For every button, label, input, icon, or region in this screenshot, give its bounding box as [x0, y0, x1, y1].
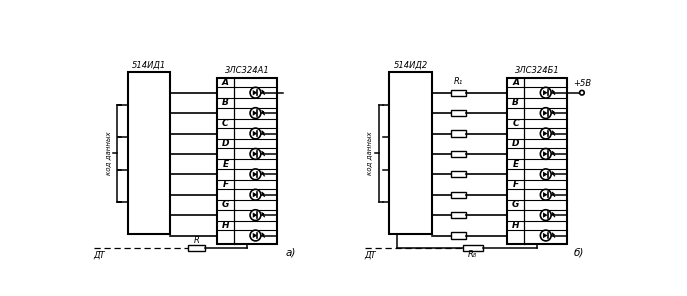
Polygon shape [253, 151, 258, 157]
Circle shape [541, 210, 551, 221]
Text: 3ЛС324Б1: 3ЛС324Б1 [515, 66, 560, 75]
Circle shape [250, 128, 261, 139]
Text: D: D [222, 139, 229, 148]
Bar [128, 73, 170, 234]
Bar [451, 151, 466, 157]
Polygon shape [253, 233, 258, 238]
Text: H: H [512, 221, 519, 230]
Polygon shape [543, 192, 548, 197]
Text: R: R [194, 236, 200, 245]
Circle shape [541, 108, 551, 118]
Text: G: G [512, 200, 519, 210]
Text: ДТ: ДТ [93, 250, 105, 260]
Bar [390, 73, 432, 234]
Polygon shape [543, 90, 548, 95]
Circle shape [541, 87, 551, 98]
Circle shape [250, 230, 261, 241]
Polygon shape [253, 213, 258, 218]
Text: C: C [222, 119, 229, 128]
Bar [451, 212, 466, 218]
Polygon shape [543, 213, 548, 218]
Text: G: G [222, 200, 229, 210]
Circle shape [541, 189, 551, 200]
Text: б): б) [574, 248, 584, 258]
Text: B: B [513, 98, 519, 107]
Polygon shape [543, 110, 548, 116]
Text: H: H [222, 221, 229, 230]
Text: R₁: R₁ [454, 78, 463, 86]
Bar [451, 90, 466, 96]
Text: B: B [222, 98, 229, 107]
Polygon shape [253, 90, 258, 95]
Circle shape [541, 230, 551, 241]
Text: C: C [513, 119, 519, 128]
Polygon shape [253, 110, 258, 116]
Polygon shape [253, 131, 258, 136]
Text: D: D [512, 139, 519, 148]
Text: F: F [513, 180, 519, 189]
Bar [217, 78, 277, 244]
Bar [507, 78, 567, 244]
Text: E: E [223, 160, 229, 169]
Circle shape [250, 169, 261, 180]
Text: A: A [513, 78, 519, 87]
Circle shape [250, 87, 261, 98]
Circle shape [250, 189, 261, 200]
Bar [451, 192, 466, 198]
Text: 514ИД2: 514ИД2 [394, 61, 428, 70]
Text: 514ИД1: 514ИД1 [132, 61, 166, 70]
Circle shape [250, 149, 261, 159]
Polygon shape [543, 172, 548, 177]
Polygon shape [543, 233, 548, 238]
Circle shape [541, 149, 551, 159]
Polygon shape [543, 131, 548, 136]
Text: R₈: R₈ [468, 250, 477, 260]
Text: 3ЛС324А1: 3ЛС324А1 [225, 66, 269, 75]
Polygon shape [253, 192, 258, 197]
Bar [451, 232, 466, 239]
Circle shape [580, 90, 584, 95]
Bar [462, 245, 482, 251]
Text: +5В: +5В [573, 79, 591, 88]
Bar [451, 110, 466, 116]
Bar [451, 131, 466, 136]
Text: код данных: код данных [366, 131, 372, 175]
Text: A: A [222, 78, 229, 87]
Bar [188, 245, 205, 251]
Circle shape [541, 128, 551, 139]
Circle shape [250, 108, 261, 118]
Text: а): а) [286, 248, 296, 258]
Text: E: E [513, 160, 519, 169]
Polygon shape [543, 151, 548, 157]
Circle shape [541, 169, 551, 180]
Text: ДТ: ДТ [365, 250, 376, 260]
Circle shape [250, 210, 261, 221]
Polygon shape [253, 172, 258, 177]
Text: код данных: код данных [104, 131, 111, 175]
Text: F: F [223, 180, 229, 189]
Bar [451, 171, 466, 177]
